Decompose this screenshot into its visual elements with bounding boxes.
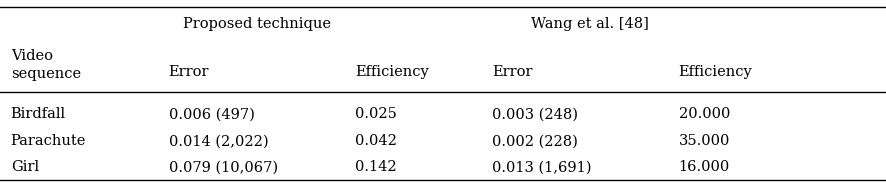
- Text: 0.025: 0.025: [354, 107, 396, 121]
- Text: Error: Error: [168, 65, 209, 79]
- Text: Error: Error: [492, 65, 532, 79]
- Text: 20.000: 20.000: [678, 107, 729, 121]
- Text: 0.002 (228): 0.002 (228): [492, 134, 578, 148]
- Text: Birdfall: Birdfall: [11, 107, 66, 121]
- Text: Wang et al. [48]: Wang et al. [48]: [531, 17, 648, 31]
- Text: 0.142: 0.142: [354, 160, 396, 174]
- Text: 0.014 (2,022): 0.014 (2,022): [168, 134, 268, 148]
- Text: Efficiency: Efficiency: [678, 65, 751, 79]
- Text: Efficiency: Efficiency: [354, 65, 428, 79]
- Text: Video: Video: [11, 49, 52, 63]
- Text: sequence: sequence: [11, 67, 81, 81]
- Text: 16.000: 16.000: [678, 160, 729, 174]
- Text: 0.042: 0.042: [354, 134, 396, 148]
- Text: 0.013 (1,691): 0.013 (1,691): [492, 160, 591, 174]
- Text: 0.079 (10,067): 0.079 (10,067): [168, 160, 277, 174]
- Text: Proposed technique: Proposed technique: [183, 17, 330, 31]
- Text: 0.006 (497): 0.006 (497): [168, 107, 254, 121]
- Text: 0.003 (248): 0.003 (248): [492, 107, 578, 121]
- Text: Girl: Girl: [11, 160, 39, 174]
- Text: 35.000: 35.000: [678, 134, 729, 148]
- Text: Parachute: Parachute: [11, 134, 86, 148]
